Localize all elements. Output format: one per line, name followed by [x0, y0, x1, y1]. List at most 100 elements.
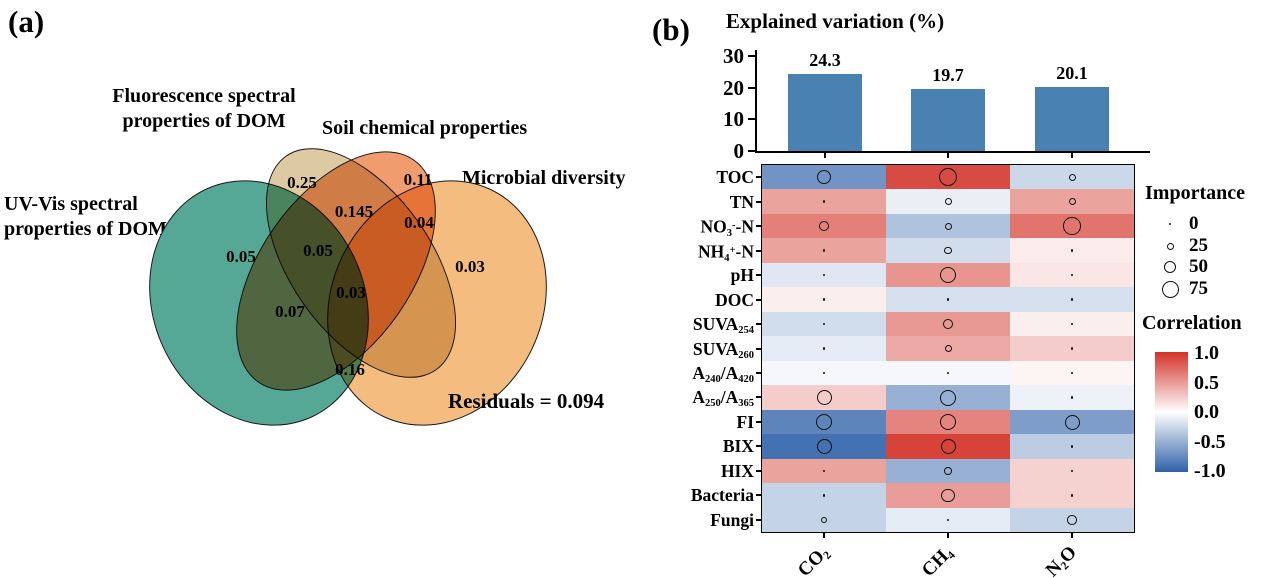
venn-set-label-microbial: Microbial diversity [462, 166, 626, 191]
heatmap-cell-pH-CO2 [762, 263, 886, 287]
bar-value-label-CH4: 19.7 [932, 64, 964, 85]
heatmap-cell-A240/A420-CH4 [886, 361, 1010, 385]
venn-region-value-8: 0.07 [275, 302, 305, 321]
importance-circle [822, 200, 826, 203]
heatmap-cell-SUVA254-CH4 [886, 312, 1010, 336]
heatmap-row-label-HIX: HIX [720, 460, 754, 481]
heatmap-row-label-NH4+-N: NH4+-N [698, 241, 754, 264]
heatmap-cell-NH4+-N-N2O [1010, 238, 1134, 263]
heatmap-row-label-pH: pH [730, 265, 754, 286]
importance-circle [1070, 396, 1074, 399]
heatmap-cell-NH4+-N-CH4 [886, 238, 1010, 263]
venn-region-value-4: 0.05 [226, 247, 256, 266]
bar-x-tick-mark [947, 153, 949, 158]
bar-N2O [1035, 87, 1109, 151]
bar-y-tick-label: 30 [723, 44, 744, 68]
venn-region-value-3: 0.04 [404, 213, 434, 232]
venn-set-label-fluorescence: Fluorescence spectral properties of DOM [92, 84, 316, 134]
venn-region-value-9: 0.16 [335, 360, 365, 379]
importance-circle [1063, 217, 1081, 235]
heatmap-cell-HIX-CH4 [886, 459, 1010, 483]
venn-set-label-soil: Soil chemical properties [322, 116, 527, 141]
importance-circle [941, 488, 955, 503]
heatmap-cell-A240/A420-CO2 [762, 361, 886, 385]
bar-y-tick-label: 20 [723, 75, 744, 100]
heatmap-cell-DOC-N2O [1010, 287, 1134, 312]
importance-circle [944, 246, 952, 255]
legend-importance-title: Importance [1145, 182, 1245, 204]
heatmap-row-tick [756, 323, 762, 326]
heatmap-cell-Fungi-CH4 [886, 508, 1010, 532]
set-label-line: Soil chemical properties [322, 117, 528, 139]
bar-value-label-CO2: 24.3 [809, 50, 841, 71]
importance-circle [822, 298, 826, 301]
heatmap-cell-SUVA254-N2O [1010, 312, 1134, 336]
venn-set-label-uvvis: UV-Vis spectral properties of DOM [4, 192, 167, 242]
heatmap-cell-NO3--N-CH4 [886, 214, 1010, 238]
heatmap-row-label-Bacteria: Bacteria [690, 485, 754, 506]
importance-circle [1067, 515, 1077, 525]
bar-CH4 [911, 88, 985, 151]
importance-circle [822, 494, 826, 497]
heatmap-row-tick [756, 200, 762, 203]
importance-circle [1070, 273, 1074, 277]
legend-importance-circle-75 [1161, 280, 1179, 298]
importance-circle [944, 222, 952, 230]
bar-x-tick-mark [1071, 153, 1073, 158]
heatmap-cell-BIX-CH4 [886, 434, 1010, 459]
legend-correlation-label--1.0: -1.0 [1194, 460, 1226, 482]
heatmap-cell-A250/A365-CO2 [762, 385, 886, 410]
correlation-colorbar [1155, 352, 1188, 472]
heatmap-row-label-DOC: DOC [715, 289, 754, 310]
legend-importance-label-75: 75 [1189, 278, 1208, 299]
importance-circle [946, 518, 950, 522]
importance-circle [939, 168, 957, 186]
heatmap-row-tick [756, 225, 762, 228]
importance-circle [1070, 322, 1074, 326]
legend-importance-circle-50 [1164, 261, 1176, 273]
heatmap-cell-A240/A420-N2O [1010, 361, 1134, 385]
heatmap-row-label-TOC: TOC [716, 167, 754, 188]
importance-circle [1070, 347, 1074, 350]
heatmap-row-label-BIX: BIX [722, 436, 754, 457]
heatmap-cell-SUVA260-N2O [1010, 336, 1134, 361]
venn-region-value-6: 0.03 [455, 257, 485, 276]
heatmap-cell-NH4+-N-CO2 [762, 238, 886, 263]
importance-circle [819, 221, 829, 231]
heatmap-row-tick [756, 518, 762, 521]
importance-circle [1070, 445, 1074, 448]
importance-circle [817, 170, 831, 184]
heatmap-row-tick [756, 445, 762, 448]
heatmap-row-label-SUVA254: SUVA254 [692, 314, 754, 337]
legend-importance-label-0: 0 [1189, 213, 1199, 234]
venn-residuals: Residuals = 0.094 [448, 389, 605, 413]
heatmap-row-label-Fungi: Fungi [710, 509, 754, 530]
set-label-line: properties of DOM [4, 218, 167, 240]
legend-correlation-title: Correlation [1142, 312, 1242, 334]
importance-circle [943, 319, 953, 329]
importance-circle [940, 389, 956, 406]
importance-circle [822, 249, 826, 252]
heatmap-row-tick [756, 347, 762, 350]
set-label-line: UV-Vis spectral [4, 193, 138, 215]
heatmap-col-tick [947, 532, 949, 538]
heatmap-cell-A250/A365-CH4 [886, 385, 1010, 410]
venn-region-value-1: 0.11 [403, 170, 433, 189]
heatmap-cell-TOC-N2O [1010, 165, 1134, 189]
heatmap-cell-NO3--N-N2O [1010, 214, 1134, 238]
legend-importance-circle-0 [1169, 223, 1171, 225]
importance-circle [1070, 494, 1074, 497]
heatmap-cell-HIX-CO2 [762, 459, 886, 483]
set-label-line: Microbial diversity [462, 167, 626, 189]
heatmap-row-label-SUVA260: SUVA260 [692, 338, 754, 361]
heatmap-row-label-FI: FI [736, 411, 755, 432]
heatmap-row-tick [756, 420, 762, 423]
legend-importance-label-50: 50 [1189, 256, 1208, 277]
heatmap-cell-Fungi-CO2 [762, 508, 886, 532]
bar-y-axis-line [755, 50, 757, 153]
legend-correlation-label-0.0: 0.0 [1194, 401, 1219, 423]
venn-region-value-0: 0.25 [287, 173, 317, 192]
